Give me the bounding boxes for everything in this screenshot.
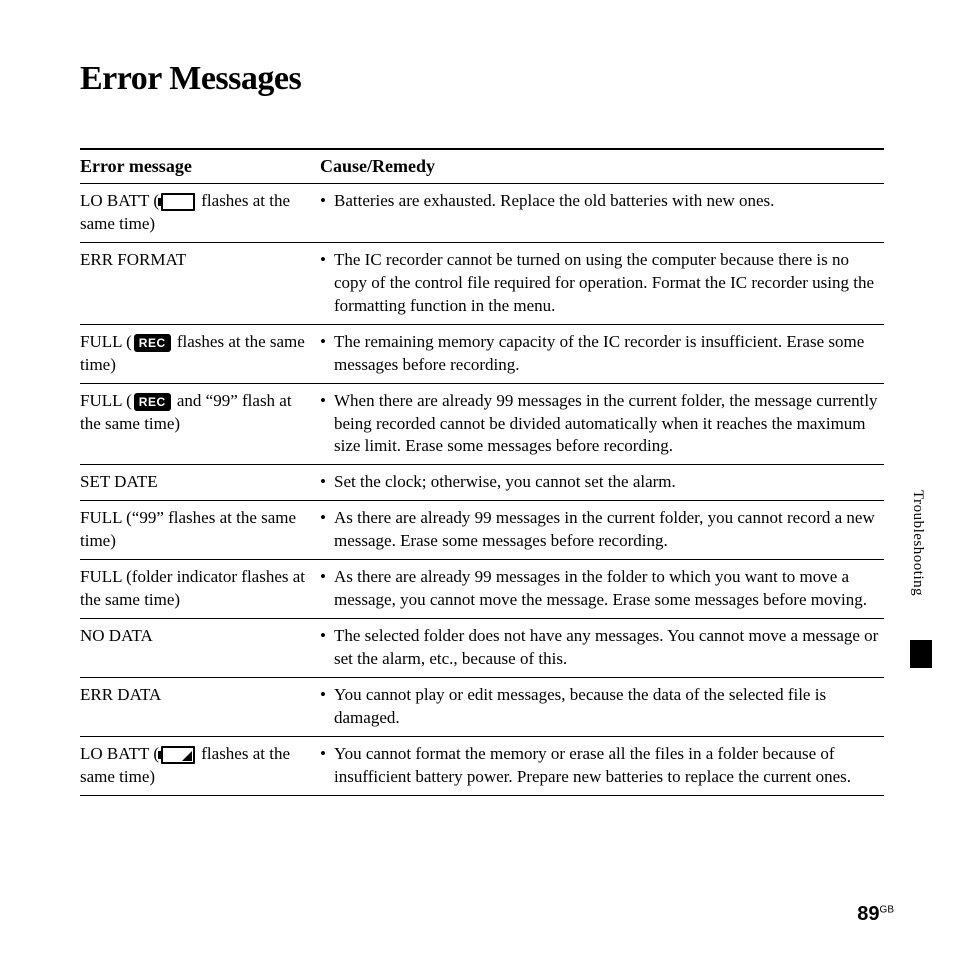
error-message-cell: LO BATT ( flashes at the same time) [80,736,320,795]
bullet-icon: • [320,507,334,553]
manual-page: Error Messages Error message Cause/Remed… [0,0,954,954]
error-message-text: NO DATA [80,626,153,645]
error-message-text: LO BATT ( [80,191,159,210]
bullet-icon: • [320,684,334,730]
cause-remedy-text: As there are already 99 messages in the … [334,566,884,612]
bullet-icon: • [320,566,334,612]
error-message-cell: NO DATA [80,619,320,678]
cause-remedy-cell: •The remaining memory capacity of the IC… [320,324,884,383]
page-number-suffix: GB [880,904,894,915]
table-row: LO BATT ( flashes at the same time)•You … [80,736,884,795]
table-row: NO DATA •The selected folder does not hav… [80,619,884,678]
cause-remedy-text: Batteries are exhausted. Replace the old… [334,190,884,213]
cause-remedy-text: The remaining memory capacity of the IC … [334,331,884,377]
bullet-icon: • [320,249,334,318]
column-header-error-message: Error message [80,149,320,184]
cause-remedy-cell: •The selected folder does not have any m… [320,619,884,678]
table-row: FULL (folder indicator flashes at the sa… [80,560,884,619]
rec-icon: REC [134,393,171,411]
error-message-cell: SET DATE [80,465,320,501]
error-message-cell: ERR DATA [80,677,320,736]
page-number: 89GB [857,903,894,926]
cause-remedy-cell: •You cannot play or edit messages, becau… [320,677,884,736]
bullet-icon: • [320,390,334,459]
table-row: LO BATT ( flashes at the same time)•Batt… [80,184,884,243]
error-message-cell: FULL (REC flashes at the same time) [80,324,320,383]
table-row: ERR DATA •You cannot play or edit message… [80,677,884,736]
bullet-icon: • [320,331,334,377]
cause-remedy-text: You cannot format the memory or erase al… [334,743,884,789]
cause-remedy-cell: •The IC recorder cannot be turned on usi… [320,242,884,324]
error-message-text: FULL ( [80,332,132,351]
cause-remedy-text: When there are already 99 messages in th… [334,390,884,459]
section-side-label: Troubleshooting [909,490,926,596]
table-row: ERR FORMAT •The IC recorder cannot be tur… [80,242,884,324]
error-message-text: ERR FORMAT [80,250,186,269]
cause-remedy-cell: •Batteries are exhausted. Replace the ol… [320,184,884,243]
rec-icon: REC [134,334,171,352]
bullet-icon: • [320,625,334,671]
error-messages-table: Error message Cause/Remedy LO BATT ( fla… [80,148,884,796]
bullet-icon: • [320,190,334,213]
table-row: FULL (“99” flashes at the same time) •As … [80,501,884,560]
column-header-cause-remedy: Cause/Remedy [320,149,884,184]
cause-remedy-text: Set the clock; otherwise, you cannot set… [334,471,884,494]
error-message-text: ERR DATA [80,685,161,704]
cause-remedy-cell: •When there are already 99 messages in t… [320,383,884,465]
cause-remedy-text: As there are already 99 messages in the … [334,507,884,553]
battery-empty-icon [161,193,195,211]
cause-remedy-text: The IC recorder cannot be turned on usin… [334,249,884,318]
table-row: FULL (REC flashes at the same time)•The … [80,324,884,383]
bullet-icon: • [320,743,334,789]
error-message-text: SET DATE [80,472,158,491]
cause-remedy-text: The selected folder does not have any me… [334,625,884,671]
cause-remedy-cell: •As there are already 99 messages in the… [320,501,884,560]
error-message-cell: LO BATT ( flashes at the same time) [80,184,320,243]
error-message-text: FULL ( [80,391,132,410]
error-message-text: FULL (folder indicator flashes at the sa… [80,567,305,609]
bullet-icon: • [320,471,334,494]
cause-remedy-cell: •Set the clock; otherwise, you cannot se… [320,465,884,501]
page-number-value: 89 [857,903,879,925]
table-row: FULL (REC and “99” flash at the same tim… [80,383,884,465]
cause-remedy-cell: •You cannot format the memory or erase a… [320,736,884,795]
cause-remedy-text: You cannot play or edit messages, becaus… [334,684,884,730]
section-thumb-tab [910,640,932,668]
battery-low-icon [161,746,195,764]
error-message-cell: FULL (REC and “99” flash at the same tim… [80,383,320,465]
error-message-text: LO BATT ( [80,744,159,763]
error-message-cell: FULL (“99” flashes at the same time) [80,501,320,560]
cause-remedy-cell: •As there are already 99 messages in the… [320,560,884,619]
page-title: Error Messages [80,60,884,98]
error-message-text: FULL (“99” flashes at the same time) [80,508,296,550]
error-message-cell: FULL (folder indicator flashes at the sa… [80,560,320,619]
error-message-cell: ERR FORMAT [80,242,320,324]
table-row: SET DATE •Set the clock; otherwise, you c… [80,465,884,501]
